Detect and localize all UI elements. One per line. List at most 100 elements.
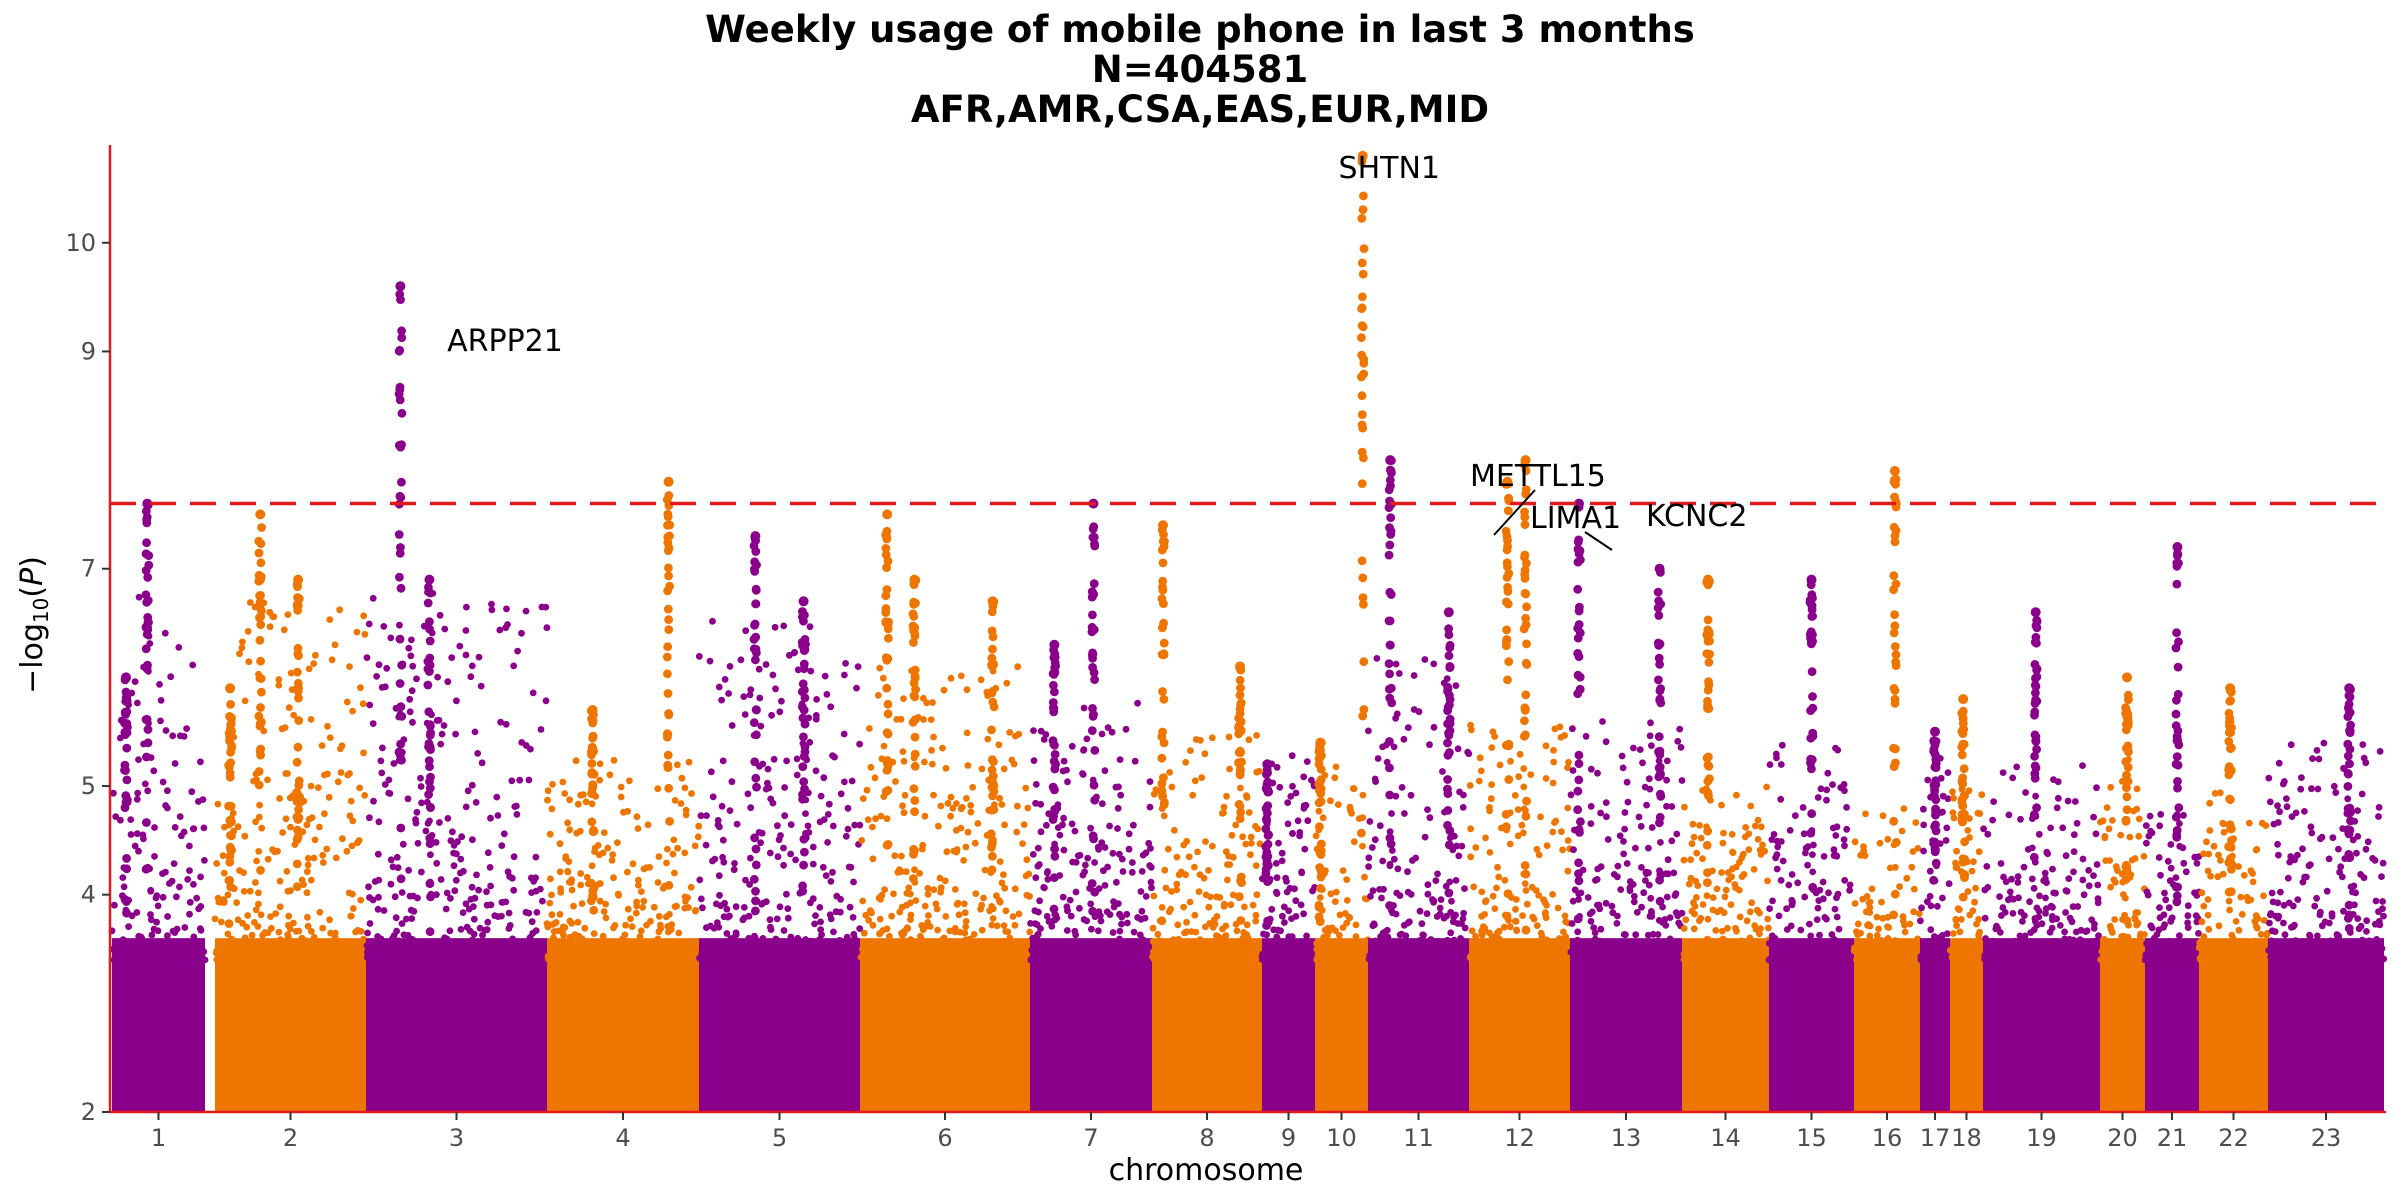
snp-point: [1655, 757, 1663, 765]
snp-point: [1068, 942, 1076, 950]
snp-point: [359, 700, 367, 708]
snp-point: [1859, 949, 1867, 957]
snp-point: [824, 811, 832, 818]
snp-point: [1727, 901, 1735, 908]
locus-point: [143, 573, 153, 582]
locus-point: [909, 874, 918, 883]
snp-point: [544, 923, 552, 931]
snp-point: [827, 703, 835, 711]
snp-point: [258, 954, 266, 962]
snp-point: [381, 781, 389, 788]
snp-point: [1608, 902, 1616, 910]
locus-point: [425, 617, 434, 626]
snp-point: [746, 691, 754, 699]
snp-point: [510, 662, 518, 670]
locus-point: [1502, 625, 1511, 635]
snp-point: [1602, 799, 1610, 806]
snp-point: [1476, 754, 1484, 762]
snp-point: [936, 874, 944, 882]
snp-point: [1280, 903, 1288, 911]
locus-point: [1504, 493, 1513, 503]
snp-point: [871, 955, 879, 962]
snp-point: [455, 956, 463, 963]
snp-point: [901, 956, 908, 964]
snp-point: [550, 928, 558, 935]
snp-point: [1514, 806, 1522, 813]
snp-point: [706, 657, 714, 665]
snp-point: [1355, 815, 1363, 822]
snp-point: [464, 787, 472, 795]
snp-point: [1191, 777, 1199, 785]
snp-point: [1817, 785, 1825, 793]
snp-point: [200, 824, 208, 832]
snp-point: [462, 803, 470, 811]
snp-point: [276, 903, 284, 911]
locus-point: [1655, 818, 1664, 828]
snp-point: [1757, 823, 1765, 831]
snp-point: [360, 935, 367, 943]
snp-point: [1832, 832, 1840, 839]
snp-point: [337, 745, 344, 753]
snp-point: [1809, 950, 1816, 957]
locus-point: [256, 620, 266, 630]
snp-point: [742, 627, 750, 635]
snp-point: [1501, 876, 1509, 884]
snp-point: [1535, 892, 1543, 899]
snp-point: [1643, 956, 1650, 964]
snp-point: [1646, 951, 1654, 959]
snp-point: [144, 787, 152, 795]
lead-snp-point: [1315, 737, 1326, 748]
snp-point: [255, 889, 262, 897]
snp-point: [1029, 851, 1037, 858]
chromosome-12-points: [1466, 455, 1574, 1112]
lead-snp-point: [424, 574, 435, 585]
snp-point: [900, 757, 908, 765]
snp-point: [617, 783, 625, 791]
snp-point: [366, 920, 374, 927]
snp-point: [171, 824, 179, 831]
snp-point: [767, 950, 775, 958]
locus-point: [1575, 684, 1585, 694]
snp-point: [1337, 939, 1345, 947]
snp-point: [561, 790, 569, 797]
snp-point: [351, 956, 359, 964]
snp-point: [856, 740, 863, 748]
locus-point: [1087, 592, 1097, 602]
snp-point: [1590, 924, 1598, 931]
snp-point: [905, 884, 913, 892]
snp-point: [324, 722, 331, 730]
snp-point: [596, 897, 604, 905]
locus-point: [293, 601, 303, 610]
snp-point: [962, 843, 970, 851]
locus-point: [663, 669, 672, 679]
locus-point: [397, 408, 407, 418]
locus-point: [293, 593, 302, 602]
locus-point: [750, 833, 759, 843]
snp-point: [863, 948, 871, 955]
snp-point: [331, 641, 339, 649]
snp-point: [787, 821, 795, 828]
snp-point: [266, 623, 274, 631]
snp-point: [1677, 744, 1685, 751]
snp-point: [505, 925, 513, 932]
snp-point: [1137, 888, 1145, 895]
snp-point: [473, 871, 480, 879]
snp-point: [1415, 708, 1423, 716]
locus-point: [1263, 808, 1272, 818]
snp-point: [1722, 948, 1729, 955]
snp-point: [813, 696, 820, 703]
snp-point: [956, 928, 964, 936]
snp-point: [1433, 937, 1441, 945]
snp-point: [1109, 849, 1117, 857]
chromosome-8-points: [1149, 520, 1265, 1112]
locus-point: [1503, 675, 1512, 685]
snp-point: [1681, 803, 1688, 811]
snp-point: [1183, 918, 1190, 926]
snp-point: [759, 760, 767, 768]
snp-point: [189, 661, 197, 669]
snp-point: [1841, 787, 1848, 795]
snp-point: [1912, 819, 1920, 826]
snp-point: [1647, 719, 1654, 727]
snp-point: [246, 599, 254, 606]
locus-point: [750, 557, 759, 567]
